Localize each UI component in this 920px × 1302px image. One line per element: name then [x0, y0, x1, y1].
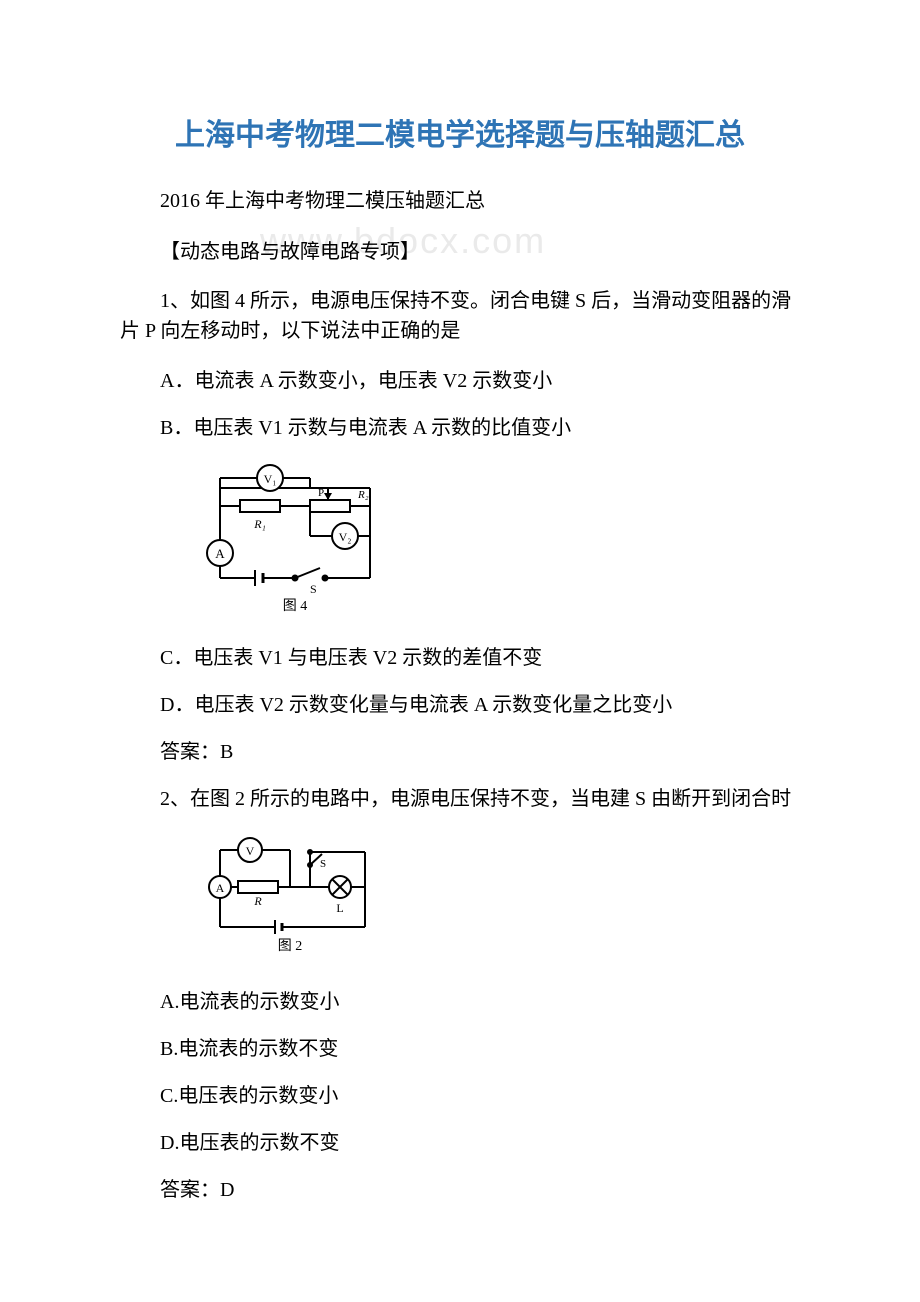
q2-option-c: C.电压表的示数变小 [120, 1079, 800, 1108]
circuit-svg-1: V₁ R₁ P R₂ [200, 458, 390, 618]
svg-text:R₁: R₁ [253, 517, 266, 531]
q2-stem: 2、在图 2 所示的电路中，电源电压保持不变，当电建 S 由断开到闭合时 [120, 784, 800, 814]
q1-answer: 答案：B [120, 735, 800, 764]
subtitle: 2016 年上海中考物理二模压轴题汇总 [120, 184, 800, 213]
svg-text:R₂: R₂ [357, 489, 369, 501]
q2-circuit-diagram: V R S [200, 832, 800, 967]
q2-answer: 答案：D [120, 1173, 800, 1202]
svg-text:A: A [216, 881, 225, 895]
figure-label-1: 图 4 [283, 599, 308, 614]
page-title: 上海中考物理二模电学选择题与压轴题汇总 [120, 110, 800, 154]
svg-text:R: R [253, 894, 262, 908]
section-header: 【动态电路与故障电路专项】 [120, 235, 800, 264]
q1-circuit-diagram: www.bdocx.com V₁ R₁ [200, 458, 800, 623]
svg-text:V₂: V₂ [339, 530, 352, 544]
q2-option-b: B.电流表的示数不变 [120, 1032, 800, 1061]
svg-text:L: L [336, 901, 343, 915]
q1-stem: 1、如图 4 所示，电源电压保持不变。闭合电键 S 后，当滑动变阻器的滑片 P … [120, 286, 800, 346]
svg-text:A: A [215, 546, 225, 561]
figure-label-2: 图 2 [278, 939, 303, 954]
q1-option-b: B．电压表 V1 示数与电流表 A 示数的比值变小 [120, 411, 800, 440]
svg-text:S: S [320, 858, 326, 870]
svg-text:S: S [310, 582, 317, 596]
q1-option-c: C．电压表 V1 与电压表 V2 示数的差值不变 [120, 641, 800, 670]
q2-option-a: A.电流表的示数变小 [120, 985, 800, 1014]
q1-option-a: A．电流表 A 示数变小，电压表 V2 示数变小 [120, 364, 800, 393]
q2-option-d: D.电压表的示数不变 [120, 1126, 800, 1155]
svg-text:V₁: V₁ [264, 472, 277, 486]
svg-text:P: P [318, 487, 324, 499]
q1-option-d: D．电压表 V2 示数变化量与电流表 A 示数变化量之比变小 [120, 688, 800, 717]
page-content: 上海中考物理二模电学选择题与压轴题汇总 2016 年上海中考物理二模压轴题汇总 … [120, 110, 800, 1202]
circuit-svg-2: V R S [200, 832, 380, 962]
svg-text:V: V [246, 844, 255, 858]
